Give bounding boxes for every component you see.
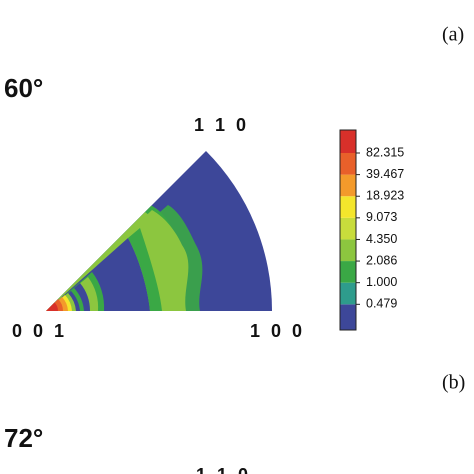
colorbar: 0.479 1.000 2.086 4.350 9.073 18.923 39.467 82.… <box>339 129 404 331</box>
colorbar-tick-label: 18.923 <box>366 189 404 203</box>
colorbar-band <box>340 239 356 262</box>
panel-label: (a) <box>442 24 464 46</box>
colorbar-band <box>340 196 356 218</box>
pole-figure <box>46 151 273 311</box>
pole-label: 0 0 1 <box>12 321 67 341</box>
colorbar-tick-label: 9.073 <box>366 210 397 224</box>
pole-label: 1 1 0 <box>194 115 249 135</box>
colorbar-band <box>340 261 356 283</box>
colorbar-frame <box>339 129 357 331</box>
colorbar-tick-label: 0.479 <box>366 297 397 311</box>
panel-angle: 60° <box>4 73 43 103</box>
colorbar-tick-label: 1.000 <box>366 275 397 289</box>
colorbar-tick-label: 4.350 <box>366 232 397 246</box>
panel-label: (b) <box>442 372 465 394</box>
pole-label: 1 1 0 <box>196 465 251 474</box>
colorbar-band <box>340 153 356 175</box>
panel-angle: 72° <box>4 423 43 453</box>
colorbar-band <box>340 282 356 305</box>
pole-label: 1 0 0 <box>250 321 305 341</box>
colorbar-band <box>340 174 356 197</box>
colorbar-band <box>340 304 356 330</box>
colorbar-tick-label: 82.315 <box>366 145 404 159</box>
colorbar-tick-label: 39.467 <box>366 167 404 181</box>
colorbar-band <box>340 130 356 154</box>
colorbar-tick-label: 2.086 <box>366 253 397 267</box>
colorbar-band <box>340 217 356 240</box>
